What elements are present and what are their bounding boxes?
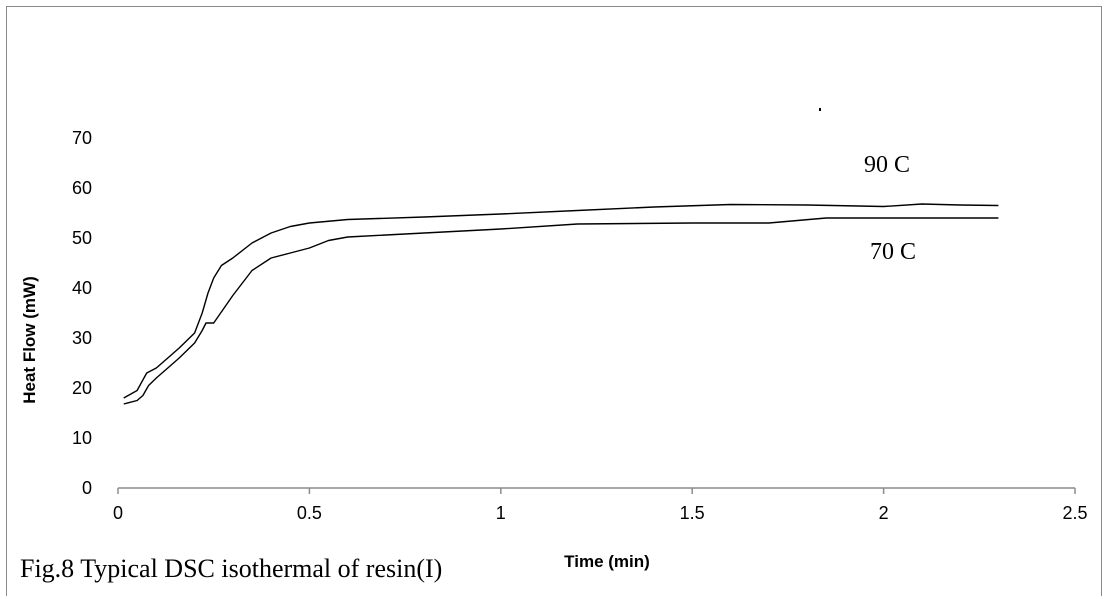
y-tick-label: 10 xyxy=(72,428,92,448)
y-tick-label: 20 xyxy=(72,378,92,398)
y-tick-label: 60 xyxy=(72,178,92,198)
x-tick-label: 2.5 xyxy=(1062,503,1087,523)
series-line-90c xyxy=(123,203,999,399)
x-tick-label: 2 xyxy=(879,503,889,523)
x-tick-label: 1.5 xyxy=(680,503,705,523)
y-tick-label: 50 xyxy=(72,228,92,248)
series-label-70c: 70 C xyxy=(870,239,916,265)
y-tick-label: 70 xyxy=(72,128,92,148)
series-label-90c: 90 C xyxy=(864,152,910,178)
y-tick-label: 40 xyxy=(72,278,92,298)
x-axis-title: Time (min) xyxy=(564,552,650,571)
chart-tick-labels: 0 0.5 1 1.5 2 2.5 0 10 20 30 40 50 60 70 xyxy=(72,128,1088,523)
x-tick-label: 0.5 xyxy=(297,503,322,523)
chart-axes xyxy=(117,487,1076,494)
stray-mark xyxy=(819,108,821,111)
figure-caption: Fig.8 Typical DSC isothermal of resin(I) xyxy=(20,554,443,583)
figure-frame xyxy=(6,6,1102,596)
chart-series-lines xyxy=(123,203,999,405)
y-tick-label: 30 xyxy=(72,328,92,348)
x-tick-label: 1 xyxy=(496,503,506,523)
x-tick-label: 0 xyxy=(113,503,123,523)
y-tick-label: 0 xyxy=(82,478,92,498)
series-line-70c xyxy=(123,217,999,405)
y-axis-title: Heat Flow (mW) xyxy=(20,276,39,404)
